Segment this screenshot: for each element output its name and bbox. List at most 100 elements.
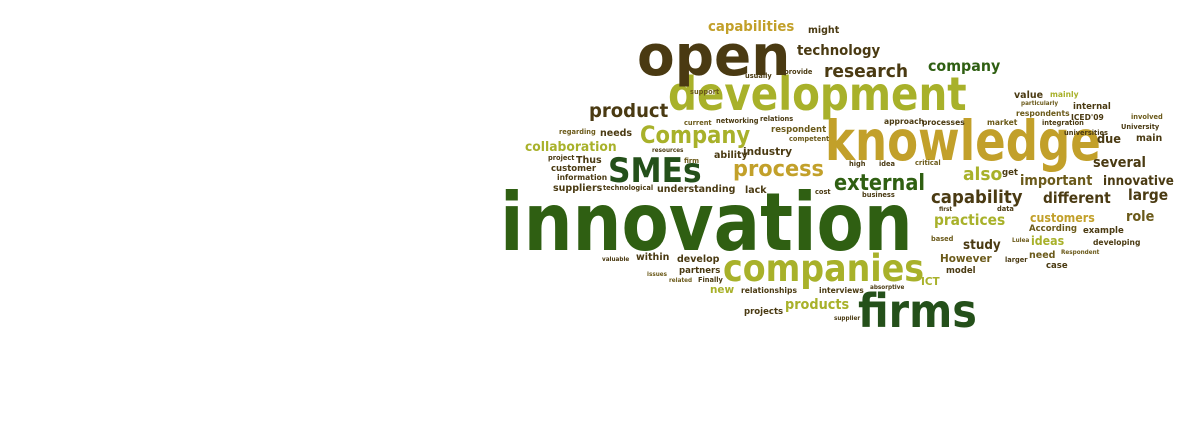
cloud-word: particularly — [1021, 101, 1058, 107]
cloud-word: partners — [679, 266, 720, 276]
cloud-word: internal — [1073, 102, 1111, 112]
cloud-word: different — [1043, 191, 1111, 208]
cloud-word: provide — [784, 68, 813, 76]
cloud-word: open — [637, 24, 790, 89]
cloud-word: processes — [922, 118, 965, 127]
cloud-word: projects — [744, 307, 783, 317]
cloud-word: Lulea — [1012, 238, 1029, 244]
cloud-word: innovative — [1103, 173, 1174, 189]
cloud-word: capability — [931, 187, 1023, 208]
cloud-word: approach — [884, 117, 924, 126]
cloud-word: related — [669, 278, 692, 284]
cloud-word: Company — [640, 122, 750, 150]
cloud-word: issues — [647, 272, 668, 278]
cloud-word: process — [733, 157, 824, 183]
cloud-word: cost — [815, 188, 831, 196]
cloud-word: information — [557, 173, 607, 182]
cloud-word: also — [963, 165, 1002, 186]
cloud-word: knowledge — [825, 109, 1101, 174]
cloud-word: customers — [1030, 211, 1095, 226]
cloud-word: model — [946, 266, 976, 276]
cloud-word: universities — [1064, 129, 1108, 137]
cloud-word: absorptive — [870, 285, 904, 291]
cloud-word: develop — [677, 254, 719, 265]
cloud-word: suppliers — [553, 183, 602, 194]
cloud-word: products — [785, 298, 849, 314]
cloud-word: ICT — [921, 275, 940, 288]
cloud-word: University — [1121, 123, 1160, 131]
cloud-word: usually — [745, 72, 772, 80]
cloud-word: development — [668, 69, 967, 122]
cloud-word: integration — [1042, 119, 1084, 127]
cloud-word: main — [1136, 133, 1162, 144]
cloud-word: larger — [1005, 256, 1028, 264]
cloud-word: According — [1029, 224, 1077, 234]
cloud-word: example — [1083, 226, 1124, 236]
cloud-word: might — [808, 25, 840, 36]
cloud-word: However — [940, 252, 992, 265]
cloud-word: involved — [1131, 113, 1163, 121]
cloud-word: relations — [760, 115, 793, 123]
cloud-word: supplier — [834, 316, 860, 322]
cloud-word: large — [1128, 188, 1168, 205]
cloud-word: technological — [603, 184, 653, 192]
cloud-word: Thus — [576, 155, 602, 166]
cloud-word: data — [997, 205, 1014, 213]
cloud-word: developing — [1093, 238, 1140, 247]
cloud-word: capabilities — [708, 19, 794, 35]
cloud-word: collaboration — [525, 139, 617, 154]
cloud-word: ability — [714, 150, 748, 161]
cloud-word: firms — [858, 285, 977, 339]
cloud-word: resources — [652, 148, 684, 154]
cloud-word: high — [849, 160, 866, 168]
cloud-word: case — [1046, 261, 1068, 271]
cloud-word: need — [1029, 250, 1055, 261]
cloud-word: valuable — [602, 257, 629, 263]
cloud-word: companies — [723, 247, 924, 290]
cloud-word: understanding — [657, 184, 735, 195]
cloud-word: SMEs — [608, 151, 702, 191]
cloud-word: support — [690, 88, 720, 96]
cloud-word: idea — [879, 160, 895, 168]
cloud-word: company — [928, 58, 1001, 75]
cloud-word: value — [1014, 90, 1043, 101]
cloud-word: critical — [915, 159, 941, 167]
cloud-word: ideas — [1031, 234, 1064, 249]
cloud-word: respondents — [1016, 109, 1070, 118]
cloud-word: ICED'09 — [1071, 113, 1104, 122]
cloud-word: external — [834, 170, 925, 195]
cloud-word: competent — [789, 135, 830, 143]
cloud-word: needs — [600, 128, 632, 139]
cloud-word: networking — [716, 117, 759, 125]
cloud-word: business — [862, 191, 895, 199]
cloud-word: technology — [797, 43, 880, 59]
cloud-word: market — [987, 118, 1018, 127]
cloud-word: new — [710, 283, 734, 296]
cloud-word: mainly — [1050, 90, 1079, 99]
cloud-word: regarding — [559, 128, 596, 136]
cloud-word: customer — [551, 164, 597, 174]
cloud-word: respondent — [771, 125, 826, 135]
cloud-word: research — [824, 62, 908, 83]
cloud-word: due — [1097, 132, 1121, 146]
cloud-word: get — [1002, 168, 1018, 178]
cloud-word: within — [636, 252, 669, 263]
cloud-word: industry — [743, 145, 792, 158]
cloud-word: important — [1020, 174, 1093, 190]
cloud-word: firm — [684, 157, 699, 165]
cloud-word: product — [589, 101, 668, 123]
cloud-word: interviews — [819, 286, 864, 295]
cloud-word: role — [1126, 210, 1154, 226]
cloud-word: based — [931, 235, 954, 243]
cloud-word: lack — [745, 185, 767, 196]
cloud-word: first — [939, 207, 952, 213]
cloud-word: Finally — [698, 276, 723, 284]
cloud-word: Respondent — [1061, 250, 1100, 256]
cloud-word: study — [963, 237, 1001, 253]
cloud-word: project — [548, 154, 575, 162]
cloud-word: current — [684, 119, 712, 127]
cloud-word: innovation — [500, 176, 913, 269]
cloud-word: several — [1093, 156, 1146, 172]
cloud-word: practices — [934, 213, 1005, 230]
